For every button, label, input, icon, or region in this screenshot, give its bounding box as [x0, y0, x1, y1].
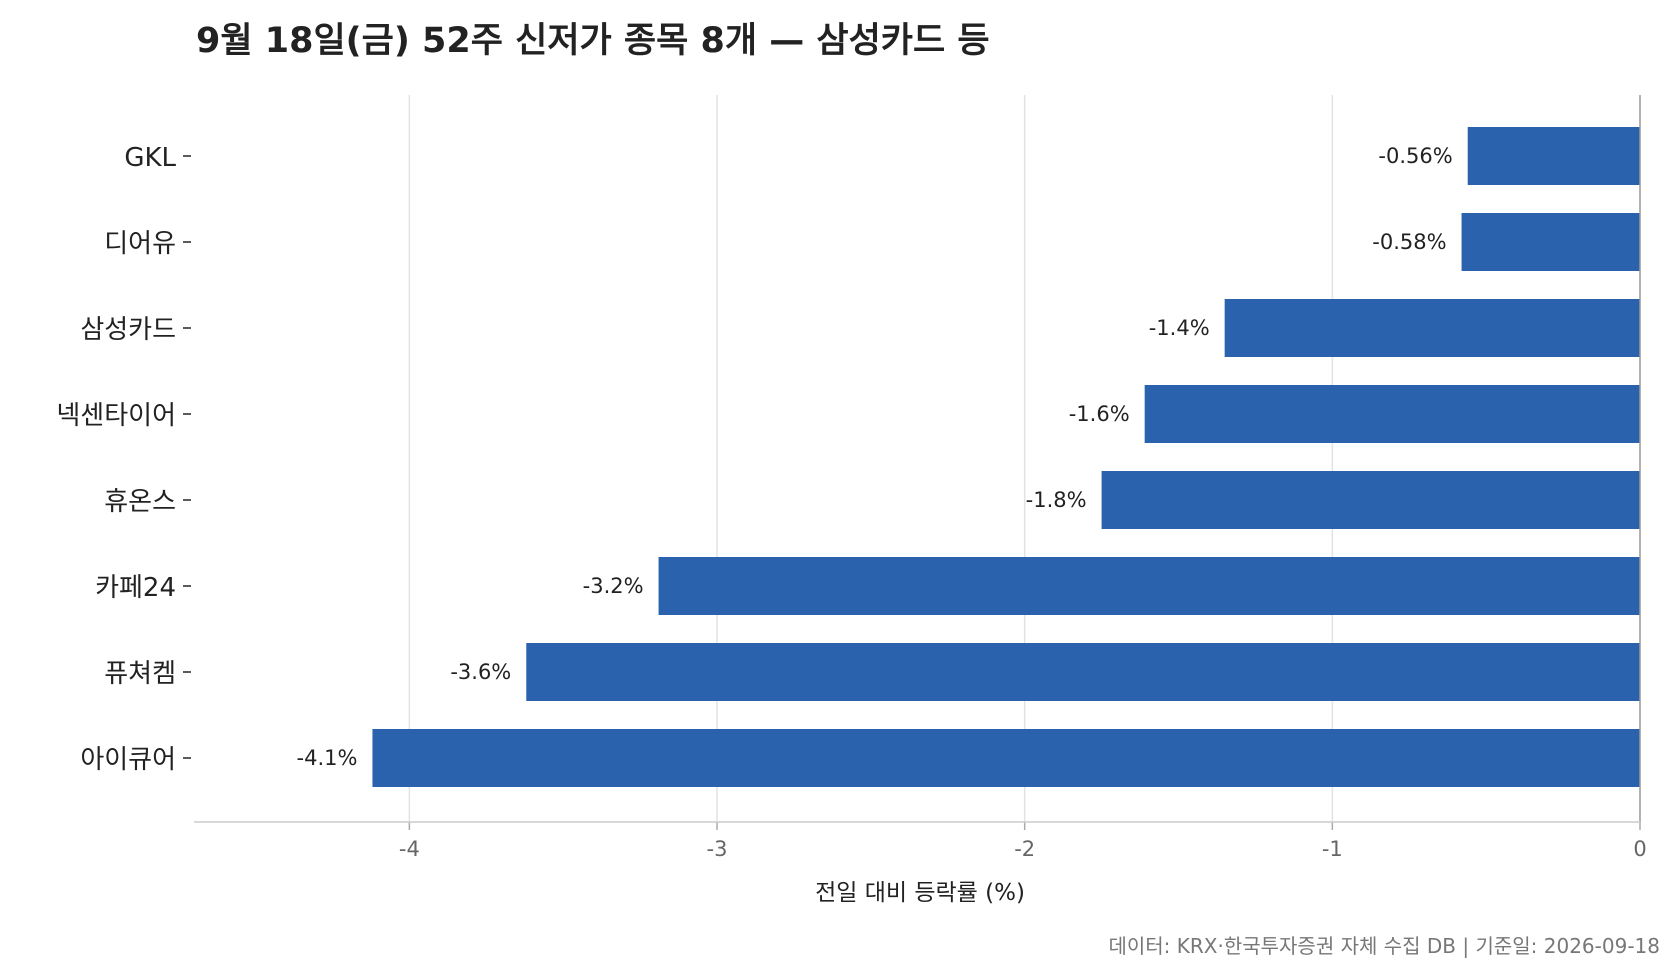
bar [1461, 213, 1640, 271]
data-label: -0.56% [1378, 144, 1452, 168]
data-label: -1.8% [1026, 488, 1087, 512]
bar [1144, 385, 1640, 443]
category-label: 넥센타이어 [56, 401, 176, 431]
data-label: -3.6% [450, 660, 511, 684]
chart-title: 9월 18일(금) 52주 신저가 종목 8개 — 삼성카드 등 [196, 21, 990, 61]
bars-group [372, 127, 1640, 787]
data-label: -4.1% [297, 746, 358, 770]
data-label: -1.6% [1069, 402, 1130, 426]
x-tick-label: -3 [707, 837, 728, 861]
x-tick-label: 0 [1633, 837, 1646, 861]
x-axis-title: 전일 대비 등락률 (%) [815, 880, 1025, 906]
gridlines [408, 95, 1334, 822]
bar [372, 729, 1640, 787]
data-label: -1.4% [1149, 316, 1210, 340]
category-label: 삼성카드 [80, 315, 176, 345]
x-tick-label: -2 [1014, 837, 1035, 861]
category-label: GKL [124, 143, 176, 173]
bar [658, 557, 1640, 615]
category-label: 아이큐어 [80, 745, 176, 775]
axes-group [183, 95, 1641, 830]
category-label: 휴온스 [104, 487, 176, 517]
bar [1101, 471, 1640, 529]
x-tick-label: -4 [399, 837, 420, 861]
source-note: 데이터: KRX·한국투자증권 자체 수집 DB | 기준일: 2026-09-… [1108, 934, 1660, 958]
data-label: -0.58% [1372, 230, 1446, 254]
bar [526, 643, 1640, 701]
category-label: 카페24 [95, 573, 176, 603]
category-label: 퓨쳐켐 [104, 659, 176, 689]
bar [1224, 299, 1640, 357]
bar [1467, 127, 1640, 185]
labels-group: -4 -3 -2 -1 0 GKL -0.56% 디어유 -0.58% 삼성카드 -1.4% 넥센타이… [56, 143, 1646, 861]
category-label: 디어유 [104, 229, 176, 259]
data-label: -3.2% [583, 574, 644, 598]
x-tick-label: -1 [1322, 837, 1343, 861]
